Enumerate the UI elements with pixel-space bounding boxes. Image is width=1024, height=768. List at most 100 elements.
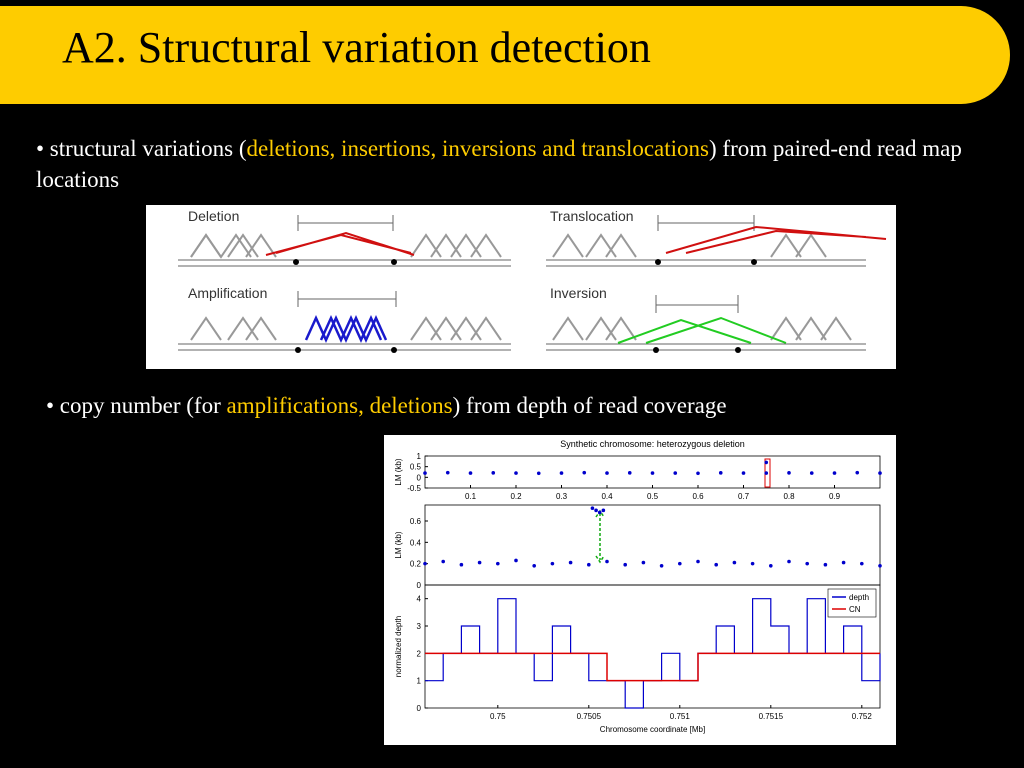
point [809,471,814,475]
point [594,508,598,513]
point [627,471,632,475]
point [823,562,828,567]
point [787,471,791,475]
x-tick-label: 0.751 [670,712,691,721]
point [855,470,860,475]
reads [190,233,852,341]
point [678,561,682,566]
point [423,561,427,566]
deletion-reads [265,231,415,256]
x-tick-label: 0.7505 [577,712,602,721]
point [650,471,655,475]
point [550,561,555,566]
point [605,471,609,475]
legend-label: depth [849,593,869,602]
point [468,471,473,475]
point [659,564,664,568]
point [605,559,609,564]
y-axis-label: normalized depth [394,616,403,677]
text: ) from paired-end read map locations [36,136,962,192]
y-tick-label: 1 [417,677,422,686]
point [559,471,564,475]
inversion-reads [617,316,787,344]
y-tick-label: -0.5 [407,484,421,493]
point [568,560,573,565]
series-line [425,598,881,709]
y-axis-label: LM (kb) [394,458,403,485]
point [597,510,602,515]
point [641,560,646,565]
text: • structural variations ( [36,136,247,161]
point [764,471,769,475]
point [732,560,737,565]
point [805,561,809,566]
series-line [425,652,880,682]
title-bar [0,6,1010,104]
reference [178,215,866,351]
x-tick-label: 0.3 [556,492,568,501]
point [741,471,746,475]
x-tick-label: 0.7515 [759,712,784,721]
legend-box [827,588,877,618]
bullet: • structural variations (deletions, inse… [36,133,976,195]
highlight: deletions, insertions, inversions and tr… [246,136,709,161]
y-tick-label: 0.5 [410,463,422,472]
x-tick-label: 0.2 [510,492,522,501]
y-tick-label: 0 [417,473,422,482]
point [878,471,882,475]
chart-title: Synthetic chromosome: heterozygous delet… [560,439,745,449]
translocation-reads [665,225,887,254]
label: Amplification [188,285,267,301]
y-tick-label: 0.4 [410,538,422,547]
text: • copy number (for [46,393,227,418]
diagram: Deletion Translocation Amplification Inv… [146,205,896,369]
point [423,471,427,475]
point [764,460,769,465]
point [623,562,627,567]
point [832,471,837,475]
legend-label: CN [849,605,861,614]
y-tick-label: 3 [417,622,422,631]
point [878,564,882,568]
point [514,558,518,563]
y-tick-label: 0.6 [410,517,422,526]
y-tick-label: 0 [417,581,422,590]
x-tick-label: 0.4 [601,492,613,501]
point [673,471,678,475]
point [718,471,723,475]
y-axis-label: LM (kb) [394,531,403,558]
y-tick-label: 4 [417,595,422,604]
x-tick-label: 0.75 [490,712,506,721]
point [514,471,518,475]
point [601,508,606,513]
highlight: amplifications, deletions [226,393,453,418]
y-tick-label: 0.2 [410,560,422,569]
x-tick-label: 0.6 [692,492,704,501]
x-tick-label: 0.1 [465,492,477,501]
bullet: • copy number (for amplifications, delet… [46,390,727,421]
point [587,562,591,567]
point [860,561,864,566]
point [532,564,536,568]
point [496,561,500,566]
point [696,559,700,564]
point [441,559,445,564]
point [459,562,464,567]
point [841,560,846,565]
text: ) from depth of read coverage [452,393,727,418]
slide-title: A2. Structural variation detection [62,23,651,72]
label: Deletion [188,208,239,224]
x-axis-label: Chromosome coordinate [Mb] [600,725,705,734]
positions [293,259,757,353]
label: Inversion [550,285,607,301]
label: Translocation [550,208,634,224]
point [582,470,587,475]
point [491,471,496,475]
point [769,564,773,568]
point [477,560,482,565]
x-tick-label: 0.8 [783,492,795,501]
y-tick-label: 0 [417,704,422,713]
background [384,435,896,745]
point [714,562,718,567]
